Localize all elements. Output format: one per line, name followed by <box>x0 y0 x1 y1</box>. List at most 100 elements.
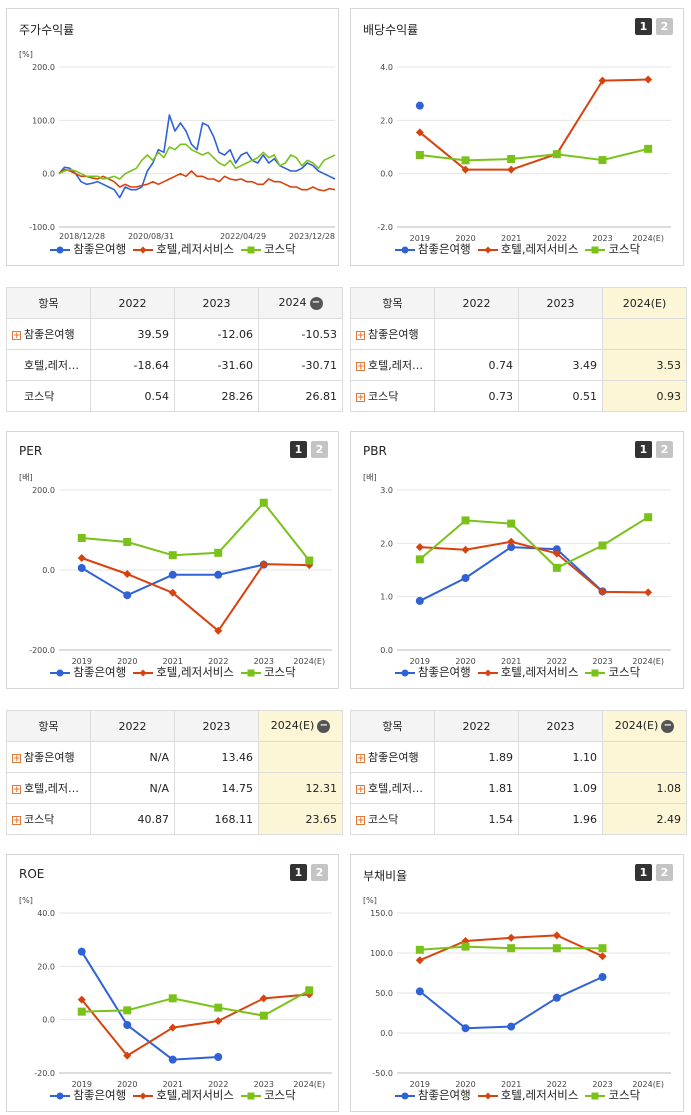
expand-plus-icon[interactable]: + <box>12 753 21 764</box>
expand-plus-icon: + <box>12 393 21 402</box>
legend-item[interactable]: 참좋은여행 <box>394 664 471 680</box>
top-strip <box>0 0 691 8</box>
legend-swatch <box>50 1092 71 1099</box>
data-point <box>598 587 607 596</box>
legend-label: 호텔,레저서비스 <box>156 242 234 256</box>
chart-view-button-2[interactable]: 2 <box>656 864 673 881</box>
row-name: 코스닥 <box>24 813 55 826</box>
legend-label: 코스닥 <box>263 1088 296 1102</box>
legend-swatch <box>585 1092 606 1099</box>
legend-label: 코스닥 <box>263 665 296 679</box>
legend-label: 참좋은여행 <box>73 1088 127 1102</box>
data-point <box>461 545 470 554</box>
chart-view-button-1[interactable]: 1 <box>290 864 307 881</box>
chart-view-button-2[interactable]: 2 <box>311 441 328 458</box>
collapse-icon[interactable]: − <box>661 719 675 733</box>
legend-label: 참좋은여행 <box>417 242 471 256</box>
table-cell: -10.53 <box>258 318 343 350</box>
legend-item[interactable]: 코스닥 <box>584 1087 640 1103</box>
x-tick-label: 2019 <box>410 657 430 666</box>
chart-legend: 참좋은여행 호텔,레저서비스 코스닥 <box>351 664 683 680</box>
row-name: 호텔,레저… <box>24 359 79 372</box>
legend-item[interactable]: 호텔,레저서비스 <box>132 664 234 680</box>
expand-plus-icon[interactable]: + <box>356 392 365 403</box>
collapse-icon[interactable]: − <box>309 296 323 310</box>
table-cell <box>602 741 687 773</box>
data-point <box>77 947 86 956</box>
expand-plus-icon[interactable]: + <box>12 784 21 795</box>
data-point <box>552 549 561 558</box>
legend-item[interactable]: 호텔,레저서비스 <box>132 1087 234 1103</box>
expand-plus-icon[interactable]: + <box>12 815 21 826</box>
legend-item[interactable]: 참좋은여행 <box>394 241 471 257</box>
table-cell <box>258 741 343 773</box>
table-header-label: 2023 <box>546 296 575 310</box>
legend-marker <box>247 669 255 676</box>
legend-marker <box>401 669 409 676</box>
expand-plus-icon[interactable]: + <box>356 361 365 372</box>
table-header: 2022 <box>90 287 175 319</box>
legend-item[interactable]: 코스닥 <box>240 664 296 680</box>
chart-view-button-1[interactable]: 1 <box>635 18 652 35</box>
chart-legend: 참좋은여행 호텔,레저서비스 코스닥 <box>351 241 683 257</box>
table-header: 2022 <box>90 710 175 742</box>
data-point <box>552 931 561 940</box>
legend-item[interactable]: 코스닥 <box>240 1087 296 1103</box>
row-name-cell: +호텔,레저… <box>350 772 435 804</box>
chart-view-button-2[interactable]: 2 <box>656 441 673 458</box>
table-header-label: 항목 <box>38 297 59 310</box>
legend-swatch <box>477 1092 498 1099</box>
x-tick-label: 2024(E) <box>293 1080 325 1089</box>
y-tick-label: 2.0 <box>380 116 393 125</box>
row-name: 참좋은여행 <box>24 751 75 764</box>
collapse-icon[interactable]: − <box>317 719 331 733</box>
data-point <box>598 944 607 953</box>
legend-item[interactable]: 참좋은여행 <box>49 664 126 680</box>
data-point <box>214 1053 223 1061</box>
legend-item[interactable]: 호텔,레저서비스 <box>477 1087 578 1103</box>
legend-swatch <box>133 669 154 676</box>
data-point <box>415 543 424 552</box>
panel-title: 주가수익률 <box>19 23 75 37</box>
expand-plus-icon[interactable]: + <box>356 753 365 764</box>
table-header: 항목 <box>6 287 91 319</box>
legend-marker <box>247 246 255 253</box>
data-point <box>552 545 561 554</box>
legend-item[interactable]: 호텔,레저서비스 <box>477 241 579 257</box>
legend-item[interactable]: 코스닥 <box>584 241 640 257</box>
legend-swatch <box>394 669 415 676</box>
chart-view-button-1[interactable]: 1 <box>290 441 307 458</box>
chart-view-button-1[interactable]: 1 <box>635 864 652 881</box>
legend-item[interactable]: 코스닥 <box>240 241 296 257</box>
y-tick-label: -100.0 <box>29 223 55 232</box>
y-tick-label: 0.0 <box>380 170 393 179</box>
panel-title: PER <box>19 444 43 458</box>
data-point <box>552 993 561 1002</box>
table-cell: N/A <box>90 772 175 804</box>
data-point <box>415 101 424 110</box>
legend-label: 호텔,레저서비스 <box>500 242 579 256</box>
expand-plus-icon[interactable]: + <box>356 784 365 795</box>
chart-view-button-1[interactable]: 1 <box>635 441 652 458</box>
legend-label: 참좋은여행 <box>417 665 471 679</box>
y-tick-label: 100.0 <box>370 949 393 958</box>
legend-item[interactable]: 호텔,레저서비스 <box>477 664 578 680</box>
table-cell: -30.71 <box>258 349 343 381</box>
table-row: + 호텔,레저… 1.81 1.09 1.08 <box>350 772 687 804</box>
pbr-chart: 3.0 2.0 1.0 0.0 [배] 2019 2020 2021 2022 2023 2024(… <box>363 473 671 666</box>
data-point <box>598 973 607 981</box>
x-tick-label: 2021 <box>501 234 521 243</box>
chart-view-button-2[interactable]: 2 <box>656 18 673 35</box>
legend-item[interactable]: 참좋은여행 <box>49 241 126 257</box>
table-cell: 0.51 <box>518 380 603 412</box>
legend-item[interactable]: 참좋은여행 <box>394 1087 471 1103</box>
expand-plus-icon[interactable]: + <box>356 330 365 341</box>
row-name-cell: +코스닥 <box>6 380 91 412</box>
expand-plus-icon[interactable]: + <box>12 330 21 341</box>
legend-item[interactable]: 호텔,레저서비스 <box>132 241 234 257</box>
legend-item[interactable]: 참좋은여행 <box>49 1087 126 1103</box>
chart-view-button-2[interactable]: 2 <box>311 864 328 881</box>
legend-swatch <box>585 246 606 253</box>
legend-item[interactable]: 코스닥 <box>584 664 640 680</box>
expand-plus-icon[interactable]: + <box>356 815 365 826</box>
